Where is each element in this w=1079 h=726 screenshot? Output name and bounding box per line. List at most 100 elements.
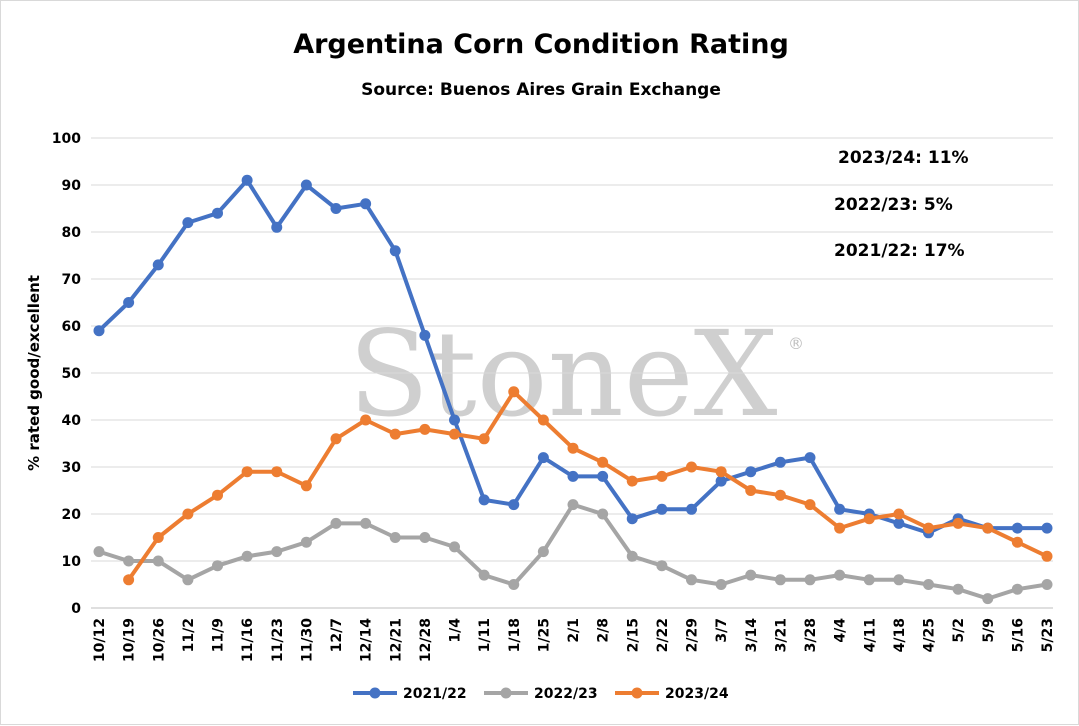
data-point xyxy=(774,456,786,468)
data-point xyxy=(1041,550,1053,562)
data-point xyxy=(567,499,579,511)
x-tick-label: 2/29 xyxy=(685,618,701,652)
data-point xyxy=(449,414,460,426)
data-point xyxy=(597,508,609,520)
data-point xyxy=(834,503,846,515)
x-tick-label: 11/2 xyxy=(181,618,197,652)
data-point xyxy=(597,456,609,468)
data-point xyxy=(360,517,372,529)
data-point xyxy=(241,550,253,562)
x-tick-label: 5/16 xyxy=(1010,618,1026,652)
data-point xyxy=(656,503,668,515)
data-point xyxy=(212,207,223,219)
data-point xyxy=(626,475,638,487)
data-point xyxy=(478,433,490,445)
data-point xyxy=(537,452,549,464)
series-2022-23 xyxy=(93,499,1053,605)
y-tick-label: 0 xyxy=(71,601,81,617)
x-tick-label: 2/22 xyxy=(655,618,671,652)
x-tick-label: 4/18 xyxy=(892,618,908,652)
data-point xyxy=(537,546,549,558)
legend-marker xyxy=(369,687,381,699)
x-tick-label: 11/9 xyxy=(211,618,227,652)
final-rating-annotation: 2023/24: 11% xyxy=(838,148,969,168)
data-point xyxy=(271,221,283,233)
data-point xyxy=(330,517,342,529)
chart-subtitle: Source: Buenos Aires Grain Exchange xyxy=(361,80,721,100)
data-point xyxy=(804,452,816,464)
data-point xyxy=(715,475,727,487)
data-point xyxy=(686,503,697,515)
x-tick-label: 2/8 xyxy=(596,618,612,643)
data-point xyxy=(123,555,135,567)
y-axis-label: % rated good/excellent xyxy=(25,275,43,471)
data-point xyxy=(715,579,727,590)
x-axis: 10/12 10/19 10/26 11/2 11/9 11/16 11/23 11/30 12… xyxy=(92,618,1056,662)
x-tick-label: 12/14 xyxy=(359,618,375,662)
data-point xyxy=(360,414,372,426)
data-point xyxy=(449,541,460,553)
data-point xyxy=(626,513,638,525)
data-point xyxy=(686,574,697,586)
data-point xyxy=(419,329,431,341)
data-point xyxy=(478,494,490,506)
x-tick-label: 10/19 xyxy=(122,618,138,662)
x-tick-label: 2/15 xyxy=(625,618,641,652)
data-point xyxy=(863,513,875,525)
y-tick-label: 90 xyxy=(62,178,82,194)
series-group xyxy=(93,174,1053,605)
data-point xyxy=(419,532,431,543)
data-point xyxy=(389,245,401,257)
data-point xyxy=(271,466,283,478)
x-tick-label: 1/18 xyxy=(507,618,523,652)
data-point xyxy=(982,522,994,534)
legend-marker xyxy=(631,687,643,699)
data-point xyxy=(656,560,668,572)
data-point xyxy=(478,569,490,581)
data-point xyxy=(597,470,609,482)
x-tick-label: 4/4 xyxy=(833,618,849,643)
x-tick-label: 3/28 xyxy=(803,618,819,652)
y-tick-label: 50 xyxy=(62,366,82,382)
data-point xyxy=(1041,579,1053,590)
x-tick-label: 11/23 xyxy=(270,618,286,662)
y-tick-label: 70 xyxy=(62,272,82,288)
y-tick-label: 100 xyxy=(52,131,81,147)
data-point xyxy=(952,517,964,529)
data-point xyxy=(389,428,401,440)
data-point xyxy=(182,508,194,520)
data-point xyxy=(537,414,549,426)
x-tick-label: 1/25 xyxy=(536,618,552,652)
data-point xyxy=(656,470,668,482)
x-tick-label: 4/11 xyxy=(862,618,878,652)
data-point xyxy=(152,555,164,567)
x-tick-label: 10/12 xyxy=(92,618,108,662)
y-tick-label: 20 xyxy=(62,507,82,523)
data-point xyxy=(241,466,253,478)
legend-marker xyxy=(500,687,512,699)
x-tick-label: 12/28 xyxy=(418,618,434,662)
data-point xyxy=(745,485,757,496)
data-point xyxy=(804,574,816,586)
data-point xyxy=(212,489,223,501)
data-point xyxy=(449,428,460,440)
data-point xyxy=(152,259,164,271)
annotations: 2023/24: 11% 2022/23: 5% 2021/22: 17% xyxy=(834,148,969,261)
data-point xyxy=(774,489,786,501)
data-point xyxy=(330,433,342,445)
y-tick-label: 60 xyxy=(62,319,82,335)
x-tick-label: 3/21 xyxy=(773,618,789,652)
final-rating-annotation: 2022/23: 5% xyxy=(834,195,953,215)
data-point xyxy=(834,569,846,581)
series-2023-24 xyxy=(123,386,1053,586)
data-point xyxy=(241,174,253,186)
x-tick-label: 12/21 xyxy=(388,618,404,662)
final-rating-annotation: 2021/22: 17% xyxy=(834,241,965,261)
data-point xyxy=(893,508,905,520)
x-tick-label: 2/1 xyxy=(566,618,582,643)
data-point xyxy=(300,480,312,492)
data-point xyxy=(1011,583,1023,595)
data-point xyxy=(419,423,431,435)
